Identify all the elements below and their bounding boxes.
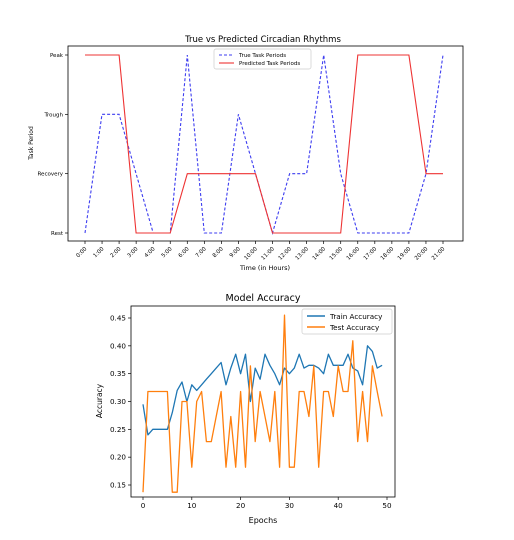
chart1-xtick-label: 0:00 — [75, 246, 88, 259]
chart1-xtick-label: 13:00 — [295, 246, 311, 262]
chart2-ytick-label: 0.15 — [110, 481, 126, 490]
chart1-xlabel: Time (in Hours) — [239, 264, 290, 272]
chart1-legend-true-label: True Task Periods — [238, 53, 286, 59]
chart1-xtick-label: 1:00 — [92, 246, 105, 259]
chart2-xtick-label: 0 — [141, 501, 146, 510]
chart1-xtick-label: 21:00 — [431, 246, 447, 262]
chart1-legend: True Task Periods Predicted Task Periods — [213, 48, 312, 70]
chart1-xtick-label: 17:00 — [363, 246, 379, 262]
chart2-ytick-label: 0.25 — [110, 425, 126, 434]
chart2-xtick-label: 50 — [382, 501, 392, 510]
chart1-xtick-label: 5:00 — [161, 246, 174, 259]
chart1-legend-box — [213, 48, 312, 70]
chart1-legend-pred-label: Predicted Task Periods — [239, 61, 300, 67]
chart1-series-predicted — [85, 54, 443, 234]
chart1-xtick-label: 3:00 — [127, 246, 140, 259]
chart2-ytick-label: 0.45 — [110, 314, 126, 323]
chart2-ytick-label: 0.35 — [110, 369, 126, 378]
chart2-xlabel: Epochs — [249, 516, 278, 525]
chart1-ytick-label: Recovery — [37, 172, 63, 178]
circadian-chart: True vs Predicted Circadian Rhythms Rest… — [28, 35, 464, 272]
chart1-xtick-label: 12:00 — [278, 246, 294, 262]
chart1-xtick-label: 16:00 — [346, 246, 362, 262]
chart1-xtick-label: 11:00 — [260, 246, 276, 262]
chart1-xtick-label: 8:00 — [212, 246, 225, 259]
chart1-ytick-label: Rest — [51, 231, 64, 237]
chart1-xtick-label: 6:00 — [178, 246, 191, 259]
chart2-title: Model Accuracy — [226, 293, 301, 304]
chart2-legend: Train Accuracy Test Accuracy — [301, 308, 393, 335]
chart1-ytick-label: Trough — [43, 112, 63, 118]
chart1-series-true — [84, 54, 444, 235]
chart2-ylabel: Accuracy — [95, 383, 104, 418]
chart2-series-test — [142, 314, 383, 493]
chart2-series-train — [142, 345, 383, 436]
chart1-plot-frame — [67, 45, 464, 242]
chart1-xtick-label: 15:00 — [329, 246, 345, 262]
chart2-legend-test-label: Test Accuracy — [329, 323, 380, 332]
chart2-legend-box — [301, 308, 393, 335]
chart1-ylabel: Task Period — [28, 126, 35, 161]
accuracy-chart: Model Accuracy 0.15 0.20 0.25 0.30 0.35 0.40 0… — [95, 293, 396, 525]
chart1-title: True vs Predicted Circadian Rhythms — [184, 35, 341, 45]
chart2-ytick-label: 0.20 — [110, 453, 126, 462]
chart2-xtick-label: 40 — [334, 501, 344, 510]
chart1-xtick-label: 2:00 — [110, 246, 123, 259]
chart2-ytick-label: 0.30 — [110, 397, 126, 406]
chart1-xtick-label: 19:00 — [397, 246, 413, 262]
chart2-xtick-label: 20 — [236, 501, 246, 510]
chart1-xtick-label: 7:00 — [195, 246, 208, 259]
chart1-xtick-label: 10:00 — [243, 246, 259, 262]
chart1-xtick-label: 20:00 — [414, 246, 430, 262]
chart1-xtick-label: 4:00 — [144, 246, 157, 259]
chart2-legend-train-label: Train Accuracy — [329, 312, 383, 321]
chart2-xtick-label: 30 — [285, 501, 295, 510]
chart1-ytick-label: Peak — [50, 53, 64, 59]
chart2-ytick-label: 0.40 — [110, 341, 126, 350]
chart1-xtick-label: 14:00 — [312, 246, 328, 262]
chart2-xtick-label: 10 — [187, 501, 197, 510]
chart1-xtick-label: 9:00 — [229, 246, 242, 259]
chart1-xtick-label: 18:00 — [380, 246, 396, 262]
